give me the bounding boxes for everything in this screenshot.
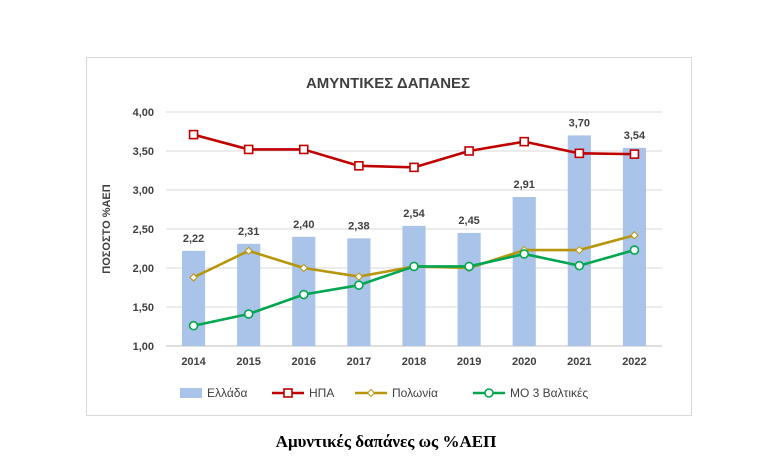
y-tick-label: 2,50 bbox=[133, 224, 154, 236]
marker bbox=[354, 272, 364, 281]
legend-label: Πολωνία bbox=[392, 386, 438, 400]
bar bbox=[402, 225, 426, 346]
bar bbox=[347, 238, 371, 346]
marker bbox=[464, 261, 474, 272]
y-tick-label: 1,00 bbox=[133, 341, 154, 353]
x-tick-label: 2018 bbox=[402, 356, 426, 368]
marker bbox=[484, 388, 494, 398]
y-tick-label: 1,50 bbox=[133, 302, 154, 314]
marker bbox=[366, 388, 376, 398]
marker bbox=[354, 280, 364, 290]
legend-label: ΗΠΑ bbox=[309, 386, 334, 400]
marker bbox=[630, 231, 639, 240]
legend-item: Ελλάδα bbox=[180, 386, 247, 400]
marker bbox=[298, 289, 309, 300]
marker bbox=[574, 148, 585, 159]
marker bbox=[243, 309, 254, 319]
y-tick-label: 2,00 bbox=[133, 263, 154, 275]
bar-data-label: 2,22 bbox=[183, 233, 204, 245]
chart-frame bbox=[86, 57, 692, 416]
bar-data-label: 2,45 bbox=[458, 215, 479, 227]
marker bbox=[519, 249, 530, 259]
line-series bbox=[188, 129, 640, 331]
x-tick-label: 2021 bbox=[567, 356, 591, 368]
legend-label: ΜΟ 3 Βαλτικές bbox=[510, 386, 588, 400]
marker bbox=[574, 260, 585, 271]
bar bbox=[181, 250, 206, 346]
legend-item: ΜΟ 3 Βαλτικές bbox=[473, 386, 588, 400]
bar bbox=[457, 232, 481, 346]
marker bbox=[575, 245, 584, 255]
x-tick-label: 2020 bbox=[512, 356, 536, 368]
marker bbox=[629, 245, 640, 255]
legend: Ελλάδα ΗΠΑ Πολωνία ΜΟ 3 Βαλτικές bbox=[180, 386, 588, 400]
marker bbox=[189, 273, 198, 282]
y-axis-ticks: 1,00 1,50 2,00 2,50 3,00 3,50 4,00 bbox=[133, 107, 154, 353]
legend-label: Ελλάδα bbox=[207, 386, 247, 400]
bar-data-label: 2,31 bbox=[238, 226, 259, 238]
marker bbox=[188, 320, 199, 331]
marker bbox=[298, 144, 309, 155]
x-tick-label: 2022 bbox=[622, 356, 646, 368]
marker bbox=[519, 136, 530, 147]
chart-title: ΑΜΥΝΤΙΚΕΣ ΔΑΠΑΝΕΣ bbox=[306, 75, 470, 92]
bar-series bbox=[181, 135, 647, 346]
x-axis-ticks: 2014 2015 2016 2017 2018 2019 2020 2021 2022 bbox=[181, 356, 646, 368]
y-tick-label: 3,00 bbox=[133, 185, 154, 197]
marker bbox=[409, 261, 419, 272]
marker bbox=[629, 149, 640, 159]
marker bbox=[188, 129, 199, 140]
legend-item: Πολωνία bbox=[355, 386, 438, 400]
marker bbox=[283, 388, 293, 398]
bar-data-labels: 2,22 2,31 2,40 2,38 2,54 2,45 2,91 3,70 3,54 bbox=[183, 117, 646, 244]
marker bbox=[244, 246, 253, 256]
bar bbox=[237, 243, 261, 346]
marker bbox=[299, 263, 308, 273]
bar-data-label: 3,54 bbox=[624, 130, 646, 142]
y-tick-label: 4,00 bbox=[133, 107, 154, 119]
x-tick-label: 2014 bbox=[181, 356, 206, 368]
bar bbox=[512, 197, 536, 346]
bar-data-label: 2,54 bbox=[403, 208, 425, 220]
bar-data-label: 2,38 bbox=[348, 220, 369, 232]
bar bbox=[567, 135, 591, 346]
legend-item: ΗΠΑ bbox=[272, 386, 334, 400]
figure-caption: Αμυντικές δαπάνες ως %ΑΕΠ bbox=[275, 432, 497, 451]
marker bbox=[354, 161, 364, 171]
bar-data-label: 2,40 bbox=[293, 219, 314, 231]
x-tick-label: 2017 bbox=[347, 356, 371, 368]
x-tick-label: 2015 bbox=[236, 356, 260, 368]
x-tick-label: 2019 bbox=[457, 356, 481, 368]
marker bbox=[243, 144, 254, 155]
bar-data-label: 3,70 bbox=[569, 117, 590, 129]
marker bbox=[464, 146, 474, 156]
y-axis-label: ΠΟΣΟΣΤΟ %ΑΕΠ bbox=[101, 184, 113, 273]
marker bbox=[409, 162, 419, 173]
line-series-group bbox=[188, 129, 640, 173]
legend-swatch bbox=[180, 388, 202, 398]
y-tick-label: 3,50 bbox=[133, 146, 154, 158]
bar-data-label: 2,91 bbox=[514, 179, 535, 191]
line-series-group bbox=[188, 245, 640, 331]
x-tick-label: 2016 bbox=[292, 356, 316, 368]
